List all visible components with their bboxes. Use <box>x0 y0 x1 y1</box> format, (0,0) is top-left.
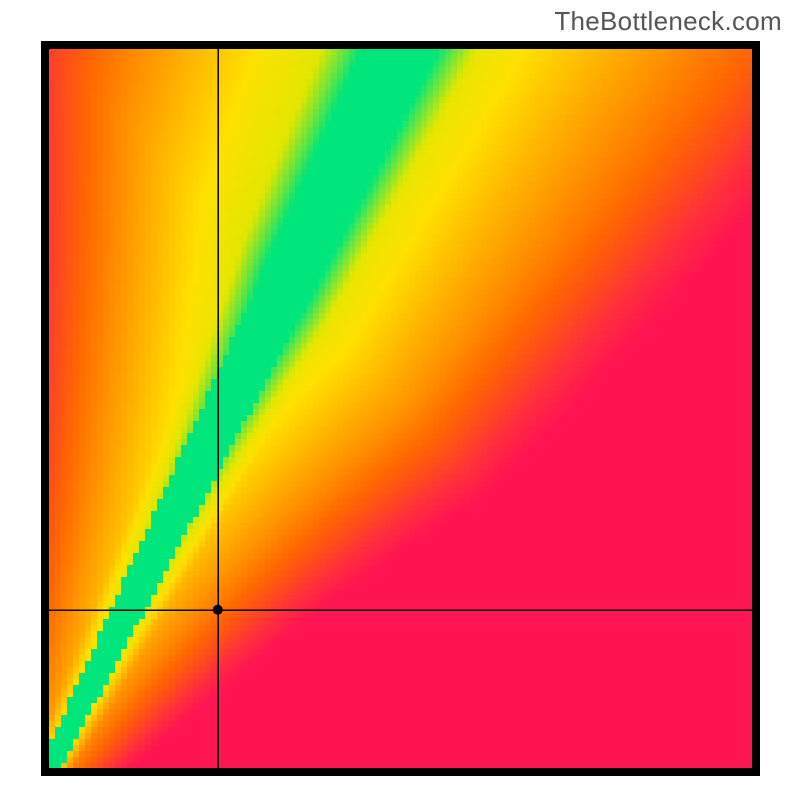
heatmap-canvas <box>41 41 760 776</box>
watermark-text: TheBottleneck.com <box>554 6 782 37</box>
bottleneck-heatmap <box>41 41 760 776</box>
